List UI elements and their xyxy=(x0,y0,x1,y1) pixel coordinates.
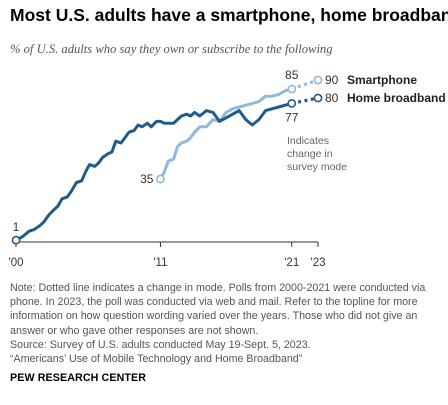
source-text: Source: Survey of U.S. adults conducted … xyxy=(10,338,311,351)
mode-change-line-0: Indicates xyxy=(287,135,329,147)
legend-broadband: Home broadband xyxy=(347,91,446,105)
line-chart: '00 '11 '21 '23 1 35 85 77 90 80 Smartphone Home b… xyxy=(9,68,446,269)
x-tick-label-0: '00 xyxy=(9,257,24,269)
label-broadband-2021: 77 xyxy=(285,110,299,124)
marker-smartphone-2023 xyxy=(313,75,323,85)
chart-title: Most U.S. adults have a smartphone, home… xyxy=(10,5,448,25)
legend-smartphone: Smartphone xyxy=(347,73,417,87)
data-labels: 1 35 85 77 90 80 Smartphone Home broadband Indic… xyxy=(13,68,446,234)
series-line-1 xyxy=(158,87,294,181)
label-smartphone-2021: 85 xyxy=(285,68,299,82)
marker-broadband-2021 xyxy=(287,99,297,108)
marker-smartphone-start xyxy=(156,174,165,184)
series-lines xyxy=(11,75,323,245)
projection-line-0 xyxy=(291,96,319,105)
x-tick-label-1: '11 xyxy=(153,257,167,269)
mode-change-line-2: survey mode xyxy=(287,161,347,173)
marker-smartphone-2021 xyxy=(287,84,297,94)
x-tick-label-2: '21 xyxy=(284,257,299,269)
x-axis: '00 '11 '21 '23 xyxy=(9,241,326,269)
label-broadband-2023: 80 xyxy=(325,91,339,105)
mode-change-line-1: change in xyxy=(287,148,333,160)
label-broadband-start: 1 xyxy=(13,220,20,234)
mode-change-annotation: Indicates change in survey mode xyxy=(287,135,347,173)
projection-line-1 xyxy=(291,78,319,91)
marker-broadband-start xyxy=(11,235,21,245)
chart-notes: Note: Dotted line indicates a change in … xyxy=(10,281,440,366)
marker-broadband-2023 xyxy=(313,93,323,103)
chart-subtitle: % of U.S. adults who say they own or sub… xyxy=(10,42,333,56)
label-smartphone-start: 35 xyxy=(140,172,154,186)
series-line-0 xyxy=(14,101,294,242)
note-text: Note: Dotted line indicates a change in … xyxy=(10,282,426,337)
x-tick-label-3: '23 xyxy=(311,257,326,269)
report-title: “Americans’ Use of Mobile Technology and… xyxy=(10,353,303,366)
label-smartphone-2023: 90 xyxy=(325,73,339,87)
org-name: PEW RESEARCH CENTER xyxy=(10,372,147,384)
